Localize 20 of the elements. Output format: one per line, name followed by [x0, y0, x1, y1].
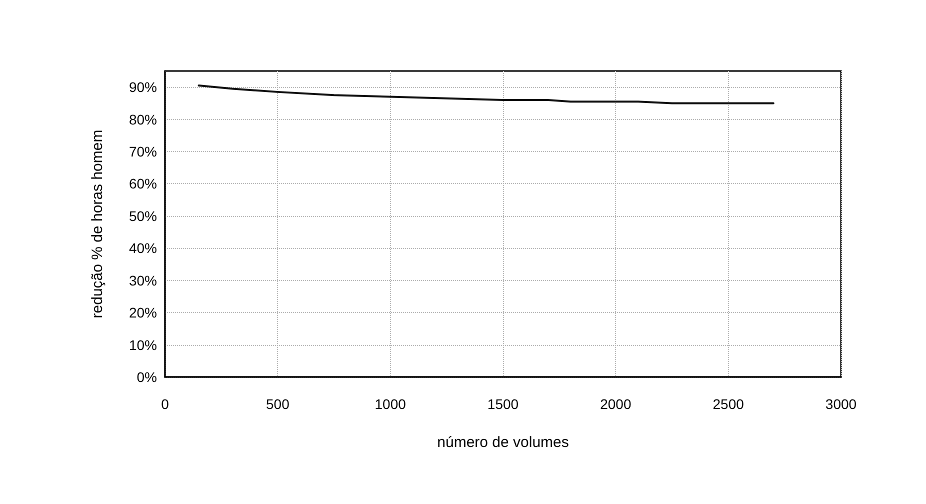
line-series: [198, 84, 774, 104]
y-tick-label: 0%: [136, 369, 157, 385]
y-tick-label: 40%: [128, 240, 157, 256]
x-tick-label: 2000: [600, 396, 632, 412]
x-tick-label: 0: [161, 396, 170, 412]
y-tick-label: 50%: [128, 208, 157, 224]
x-tick-label: 3000: [825, 396, 857, 412]
x-tick-label: 500: [266, 396, 290, 412]
x-tick-label: 2500: [712, 396, 744, 412]
y-tick-label: 30%: [128, 272, 157, 288]
x-tick-label: 1000: [374, 396, 406, 412]
y-tick-label: 70%: [128, 144, 157, 160]
x-tick-label: 1500: [487, 396, 519, 412]
y-tick-label: 60%: [128, 176, 157, 192]
y-tick-label: 80%: [128, 111, 157, 128]
y-tick-label: 90%: [128, 79, 157, 96]
y-tick-label: 10%: [128, 336, 157, 353]
x-axis-title: número de volumes: [437, 434, 569, 451]
y-axis-title: redução % de horas homem: [89, 130, 106, 318]
y-tick-label: 20%: [128, 304, 157, 321]
